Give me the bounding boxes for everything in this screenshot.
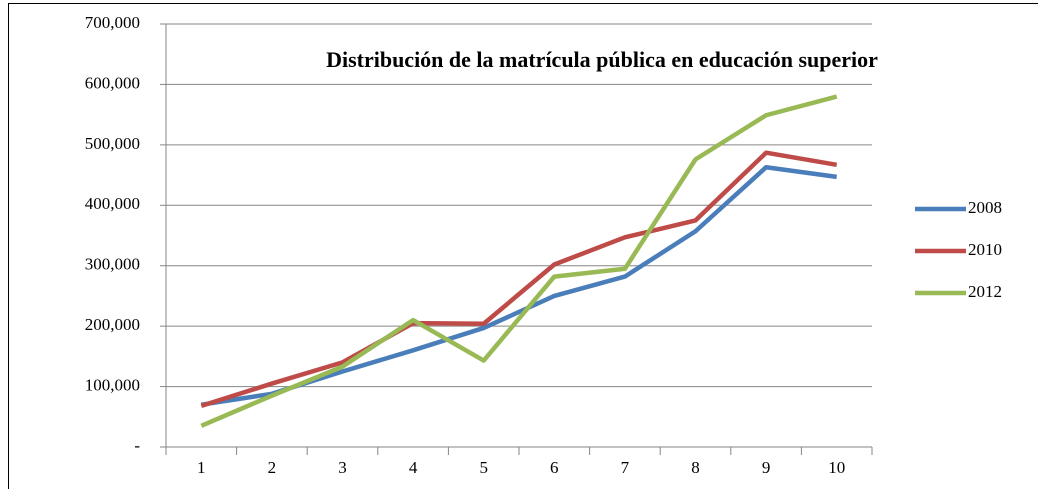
x-tick-label: 4: [409, 458, 418, 477]
y-tick-label: 600,000: [85, 73, 140, 92]
y-tick-label: 300,000: [85, 255, 140, 274]
y-tick-label: 700,000: [85, 13, 140, 32]
x-tick-label: 3: [338, 458, 347, 477]
series-line: [200, 94, 838, 428]
series-line: [200, 164, 838, 407]
x-tick-label: 2: [268, 458, 277, 477]
legend-label: 2012: [968, 282, 1002, 301]
legend-label: 2010: [968, 240, 1002, 259]
y-tick-label: 100,000: [85, 375, 140, 394]
chart-title: Distribución de la matrícula pública en …: [326, 47, 878, 72]
x-tick-label: 5: [479, 458, 488, 477]
x-tick-label: 6: [550, 458, 559, 477]
x-tick-label: 1: [197, 458, 206, 477]
x-tick-label: 9: [762, 458, 771, 477]
x-tick-label: 8: [691, 458, 700, 477]
legend-label: 2008: [968, 198, 1002, 217]
series-line: [200, 150, 838, 409]
y-tick-label: 500,000: [85, 134, 140, 153]
chart-border: [8, 3, 1038, 489]
x-tick-label: 7: [621, 458, 630, 477]
y-tick-label: 200,000: [85, 315, 140, 334]
y-tick-label: 400,000: [85, 194, 140, 213]
y-tick-label: -: [134, 436, 140, 455]
x-tick-label: 10: [828, 458, 845, 477]
